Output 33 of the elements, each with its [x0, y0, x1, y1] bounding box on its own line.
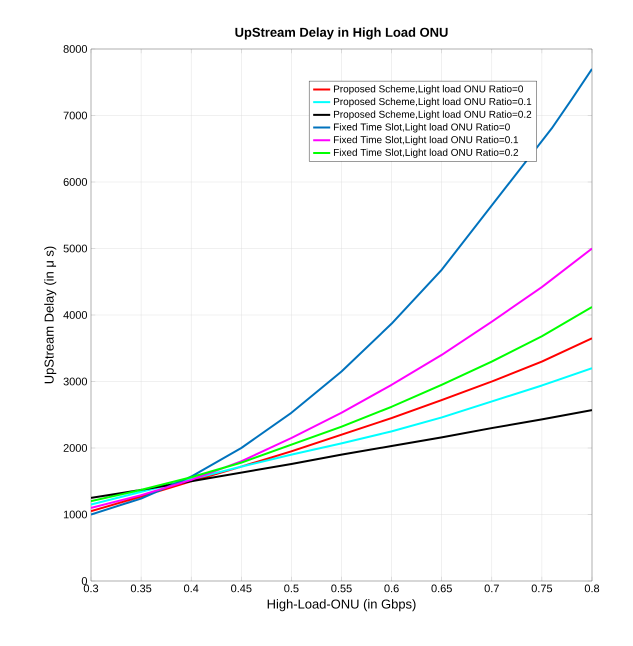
x-tick-label: 0.35: [130, 584, 152, 592]
line-series: [91, 68, 592, 516]
y-tick-label: 3000: [64, 378, 88, 386]
y-tick-label: 4000: [63, 311, 88, 319]
line-series: [91, 337, 592, 512]
x-tick-label: 0.55: [331, 584, 352, 592]
chart-title: UpStream Delay in High Load ONU: [235, 27, 448, 40]
legend-label: Proposed Scheme,Light load ONU Ratio=0: [334, 85, 523, 94]
y-tick-label: 6000: [64, 178, 88, 186]
legend-label: Fixed Time Slot,Light load ONU Ratio=0.2: [334, 148, 518, 158]
x-tick-label: 0.45: [231, 584, 252, 592]
x-tick-label: 0.75: [532, 584, 552, 592]
y-tick-label: 5000: [64, 244, 88, 252]
x-tick-label: 0.7: [484, 584, 499, 592]
y-tick-label: 8000: [64, 45, 88, 53]
x-axis-title: High-Load-ONU (in Gbps): [268, 599, 416, 612]
legend-label: Proposed Scheme,Light load ONU Ratio=0.2: [334, 110, 532, 120]
y-tick-label: 2000: [64, 444, 88, 452]
x-tick-label: 0.8: [584, 584, 600, 592]
x-tick-label: 0.5: [284, 584, 299, 592]
legend-label: Fixed Time Slot,Light load ONU Ratio=0.1: [334, 136, 518, 146]
legend-label: Proposed Scheme,Light load ONU Ratio=0.1: [334, 98, 532, 108]
y-axis-title: UpStream Delay (in μ s): [44, 246, 56, 384]
x-tick-label: 0.6: [384, 584, 399, 592]
line-series: [91, 248, 592, 509]
y-tick-label: 0: [82, 577, 88, 585]
legend-label: Fixed Time Slot,Light load ONU Ratio=0: [334, 123, 510, 132]
x-tick-label: 0.3: [84, 584, 98, 592]
y-tick-label: 1000: [64, 510, 88, 518]
x-tick-label: 0.65: [431, 584, 452, 592]
line-series: [91, 367, 592, 506]
y-tick-label: 7000: [64, 112, 88, 120]
x-tick-label: 0.4: [184, 584, 198, 592]
